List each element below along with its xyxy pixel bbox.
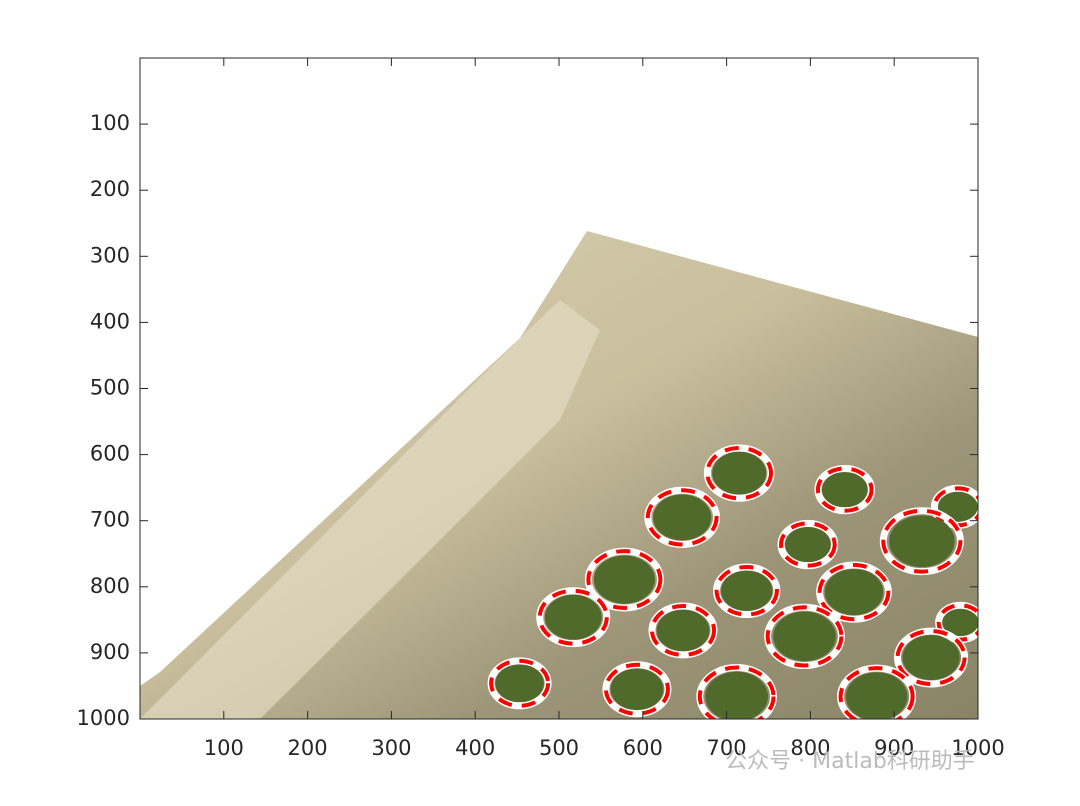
circle-dash bbox=[650, 603, 717, 657]
circle-dash bbox=[881, 508, 963, 574]
circle-dash bbox=[817, 562, 891, 622]
x-tick-label: 300 bbox=[371, 736, 411, 760]
vegetation bbox=[544, 594, 602, 640]
vegetation bbox=[845, 672, 908, 719]
circle-dash bbox=[705, 445, 774, 501]
y-tick-label: 500 bbox=[90, 376, 130, 400]
y-tick-label: 700 bbox=[90, 508, 130, 532]
y-tick-label: 300 bbox=[90, 243, 130, 267]
vegetation bbox=[902, 635, 960, 681]
x-tick-label: 800 bbox=[790, 736, 830, 760]
y-tick-label: 400 bbox=[90, 309, 130, 333]
circle-dash bbox=[779, 521, 837, 568]
y-tick-label: 900 bbox=[90, 640, 130, 664]
vegetation bbox=[712, 451, 767, 495]
vegetation bbox=[652, 494, 712, 541]
circle-dash bbox=[838, 666, 915, 719]
x-tick-label: 600 bbox=[623, 736, 663, 760]
x-tick-label: 1000 bbox=[951, 736, 1004, 760]
circle-dash bbox=[765, 605, 844, 668]
x-tick-label: 700 bbox=[707, 736, 747, 760]
circle-dash bbox=[815, 466, 874, 513]
circle-dash bbox=[603, 662, 670, 716]
circle-dash bbox=[586, 549, 663, 610]
y-tick-label: 200 bbox=[90, 177, 130, 201]
circle-dash bbox=[645, 488, 719, 547]
circle-dash bbox=[537, 588, 609, 646]
vegetation bbox=[889, 515, 955, 568]
x-tick-label: 400 bbox=[455, 736, 495, 760]
vegetation bbox=[824, 569, 884, 616]
circle-dash bbox=[714, 564, 779, 617]
vegetation bbox=[785, 526, 831, 563]
y-tick-label: 1000 bbox=[77, 706, 130, 730]
x-tick-label: 200 bbox=[288, 736, 328, 760]
sand-strip bbox=[140, 300, 600, 719]
watermark: 公众号 · Matlab科研助手 bbox=[725, 749, 975, 774]
image bbox=[140, 231, 978, 719]
x-tick-label: 100 bbox=[204, 736, 244, 760]
x-tick-label: 900 bbox=[874, 736, 914, 760]
vegetation bbox=[721, 570, 773, 611]
vegetation bbox=[705, 671, 768, 719]
x-tick-label: 500 bbox=[539, 736, 579, 760]
vegetation bbox=[941, 607, 978, 638]
vegetation bbox=[773, 611, 836, 662]
vegetation bbox=[495, 664, 544, 703]
vegetation bbox=[610, 668, 664, 711]
y-tick-label: 600 bbox=[90, 442, 130, 466]
y-tick-label: 800 bbox=[90, 574, 130, 598]
vegetation bbox=[656, 609, 710, 652]
circle-dash bbox=[895, 629, 967, 686]
vegetation bbox=[593, 555, 655, 604]
circle-dash bbox=[697, 665, 776, 719]
circle-dash bbox=[489, 658, 551, 708]
y-tick-label: 100 bbox=[90, 111, 130, 135]
vegetation bbox=[821, 471, 868, 508]
